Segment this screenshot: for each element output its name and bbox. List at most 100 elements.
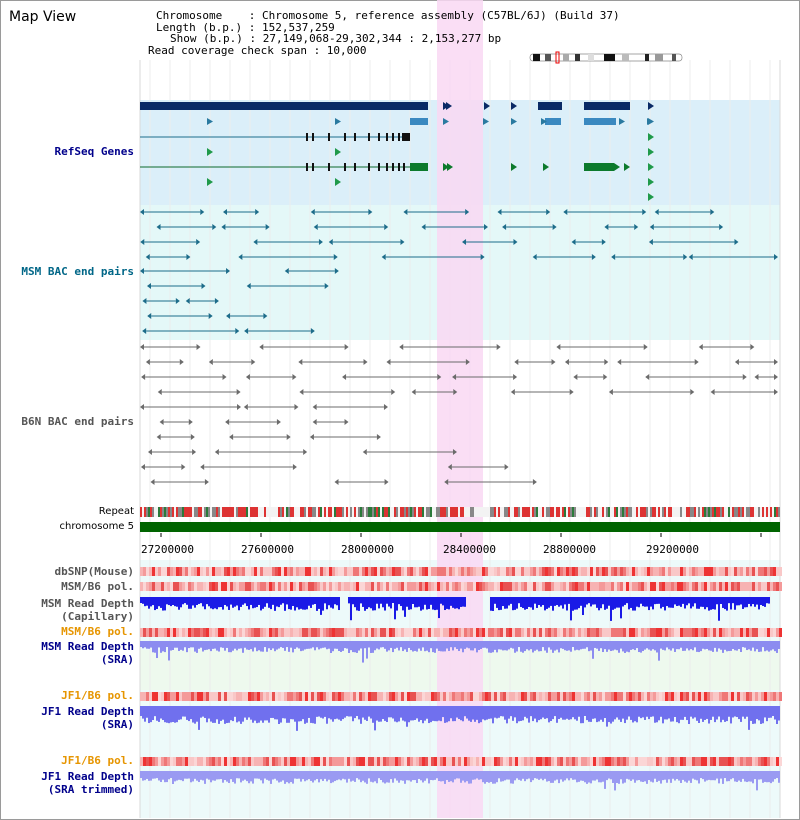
bac-end-marker[interactable]: [400, 239, 405, 245]
bac-end-marker[interactable]: [140, 209, 145, 215]
bac-end-marker[interactable]: [556, 344, 561, 350]
gene-arrow[interactable]: [484, 102, 490, 110]
bac-end-marker[interactable]: [190, 434, 195, 440]
bac-end-marker[interactable]: [571, 239, 576, 245]
track-label-msm-depth-capillary[interactable]: MSM Read Depth (Capillary): [41, 597, 134, 623]
gene-arrow[interactable]: [511, 163, 517, 171]
bac-end-marker[interactable]: [552, 224, 557, 230]
bac-end-marker[interactable]: [734, 239, 739, 245]
exon[interactable]: [386, 133, 388, 141]
gene-bar[interactable]: [545, 118, 561, 125]
bac-end-marker[interactable]: [391, 389, 396, 395]
bac-end-marker[interactable]: [150, 479, 155, 485]
exon[interactable]: [306, 133, 308, 141]
bac-end-marker[interactable]: [140, 268, 145, 274]
bac-end-marker[interactable]: [303, 449, 308, 455]
bac-end-marker[interactable]: [742, 374, 747, 380]
bac-end-marker[interactable]: [312, 404, 317, 410]
bac-end-marker[interactable]: [309, 434, 314, 440]
gene-arrow[interactable]: [614, 163, 620, 171]
bac-end-marker[interactable]: [222, 209, 227, 215]
gene-arrow[interactable]: [335, 178, 341, 186]
bac-end-marker[interactable]: [774, 254, 778, 260]
bac-end-marker[interactable]: [175, 298, 180, 304]
bac-end-marker[interactable]: [145, 359, 150, 365]
bac-end-marker[interactable]: [265, 224, 270, 230]
gene-arrow[interactable]: [511, 118, 517, 125]
bac-end-marker[interactable]: [292, 464, 297, 470]
bac-end-marker[interactable]: [564, 359, 569, 365]
bac-end-marker[interactable]: [226, 313, 231, 319]
bac-end-marker[interactable]: [334, 268, 339, 274]
gene-arrow[interactable]: [541, 118, 547, 125]
bac-end-marker[interactable]: [156, 224, 161, 230]
gene-arrow[interactable]: [624, 102, 630, 110]
gene-bar[interactable]: [584, 118, 616, 125]
gene-bar[interactable]: [140, 102, 428, 110]
bac-end-marker[interactable]: [452, 449, 457, 455]
bac-end-marker[interactable]: [344, 344, 349, 350]
bac-end-marker[interactable]: [259, 344, 264, 350]
track-label-b6n-bac[interactable]: B6N BAC end pairs: [21, 415, 134, 428]
bac-end-marker[interactable]: [196, 239, 201, 245]
exon[interactable]: [392, 133, 394, 141]
bac-end-marker[interactable]: [601, 239, 606, 245]
chromosome-bar[interactable]: [140, 522, 780, 532]
bac-end-marker[interactable]: [483, 224, 488, 230]
exon[interactable]: [368, 133, 370, 141]
bac-end-marker[interactable]: [192, 449, 197, 455]
bac-end-marker[interactable]: [200, 209, 205, 215]
bac-end-marker[interactable]: [384, 479, 389, 485]
track-label-jf1-depth-sra[interactable]: JF1 Read Depth (SRA): [41, 705, 134, 731]
bac-end-marker[interactable]: [750, 344, 755, 350]
bac-end-marker[interactable]: [683, 254, 688, 260]
bac-end-marker[interactable]: [222, 374, 227, 380]
bac-end-marker[interactable]: [513, 374, 518, 380]
bac-end-marker[interactable]: [185, 298, 190, 304]
bac-end-marker[interactable]: [313, 224, 318, 230]
bac-end-marker[interactable]: [147, 313, 152, 319]
bac-end-marker[interactable]: [253, 239, 258, 245]
gene-arrow[interactable]: [443, 118, 449, 125]
bac-end-marker[interactable]: [212, 224, 217, 230]
bac-end-marker[interactable]: [774, 359, 778, 365]
bac-end-marker[interactable]: [411, 389, 416, 395]
bac-end-marker[interactable]: [140, 404, 145, 410]
bac-end-marker[interactable]: [654, 209, 659, 215]
bac-end-marker[interactable]: [159, 419, 164, 425]
bac-end-marker[interactable]: [604, 224, 609, 230]
bac-end-marker[interactable]: [226, 268, 231, 274]
bac-end-marker[interactable]: [447, 464, 452, 470]
bac-end-marker[interactable]: [502, 224, 507, 230]
bac-end-marker[interactable]: [368, 209, 373, 215]
bac-end-marker[interactable]: [710, 209, 715, 215]
exon[interactable]: [354, 133, 356, 141]
bac-end-marker[interactable]: [569, 389, 574, 395]
bac-end-marker[interactable]: [421, 224, 426, 230]
bac-end-marker[interactable]: [214, 298, 219, 304]
bac-end-marker[interactable]: [142, 298, 147, 304]
bac-end-marker[interactable]: [284, 268, 289, 274]
bac-end-marker[interactable]: [229, 434, 234, 440]
bac-end-marker[interactable]: [236, 389, 241, 395]
bac-end-marker[interactable]: [608, 389, 613, 395]
bac-end-marker[interactable]: [532, 479, 537, 485]
track-label-msm-depth-sra[interactable]: MSM Read Depth (SRA): [41, 640, 134, 666]
bac-end-marker[interactable]: [324, 283, 329, 289]
bac-end-marker[interactable]: [642, 209, 647, 215]
bac-end-marker[interactable]: [201, 283, 206, 289]
bac-end-marker[interactable]: [263, 313, 268, 319]
bac-end-marker[interactable]: [196, 344, 201, 350]
bac-end-marker[interactable]: [181, 464, 186, 470]
gene-arrow[interactable]: [648, 178, 654, 186]
bac-end-marker[interactable]: [362, 449, 367, 455]
exon[interactable]: [410, 163, 428, 171]
bac-end-marker[interactable]: [179, 359, 184, 365]
track-label-jf1-b6-pol-1[interactable]: JF1/B6 pol.: [61, 689, 134, 702]
bac-end-marker[interactable]: [774, 374, 778, 380]
bac-end-marker[interactable]: [298, 359, 303, 365]
bac-end-marker[interactable]: [251, 359, 256, 365]
bac-end-marker[interactable]: [312, 419, 317, 425]
exon[interactable]: [392, 163, 394, 171]
bac-end-marker[interactable]: [643, 344, 648, 350]
